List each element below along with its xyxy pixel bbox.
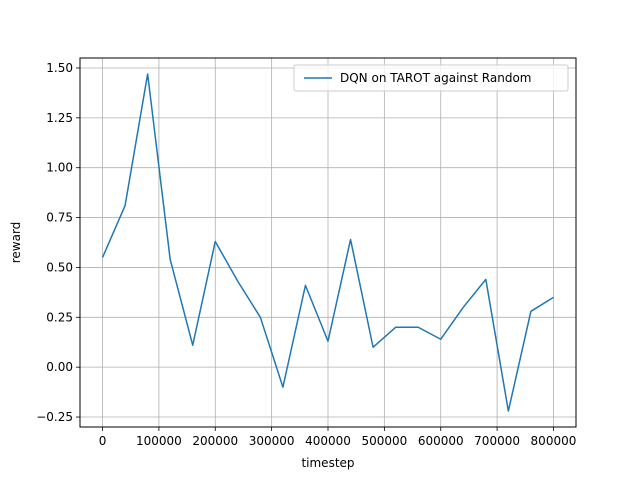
x-axis-label: timestep [301, 456, 354, 470]
x-tick-label: 0 [99, 434, 107, 448]
series-layer [101, 73, 554, 412]
x-tick-label: 300000 [249, 434, 295, 448]
y-axis-label: reward [9, 222, 23, 264]
x-tick-label: 800000 [531, 434, 577, 448]
series-line [101, 73, 554, 412]
y-tick-label: 0.25 [46, 310, 73, 324]
y-tick-label: 0.00 [46, 360, 73, 374]
x-tick-label: 500000 [361, 434, 407, 448]
legend-box [293, 64, 569, 92]
x-tick-label: 700000 [474, 434, 520, 448]
x-tick-label: 600000 [418, 434, 464, 448]
x-tick-label: 200000 [192, 434, 238, 448]
x-tick-label: 400000 [305, 434, 351, 448]
legend: DQN on TAROT against Random [293, 64, 569, 92]
y-tick-label: −0.25 [36, 410, 73, 424]
y-tick-label: 0.50 [46, 260, 73, 274]
y-tick-label: 0.75 [46, 211, 73, 225]
legend-entry: DQN on TAROT against Random [340, 71, 532, 85]
x-tick-label: 100000 [136, 434, 182, 448]
y-tick-label: 1.00 [46, 161, 73, 175]
y-tick-label: 1.50 [46, 61, 73, 75]
y-axis-ticks: −0.25 0.00 0.25 0.50 0.75 1.00 1.25 1.50 [36, 61, 80, 424]
x-axis-ticks: 0 100000 200000 300000 400000 500000 600000 700… [99, 427, 577, 448]
y-tick-label: 1.25 [46, 111, 73, 125]
